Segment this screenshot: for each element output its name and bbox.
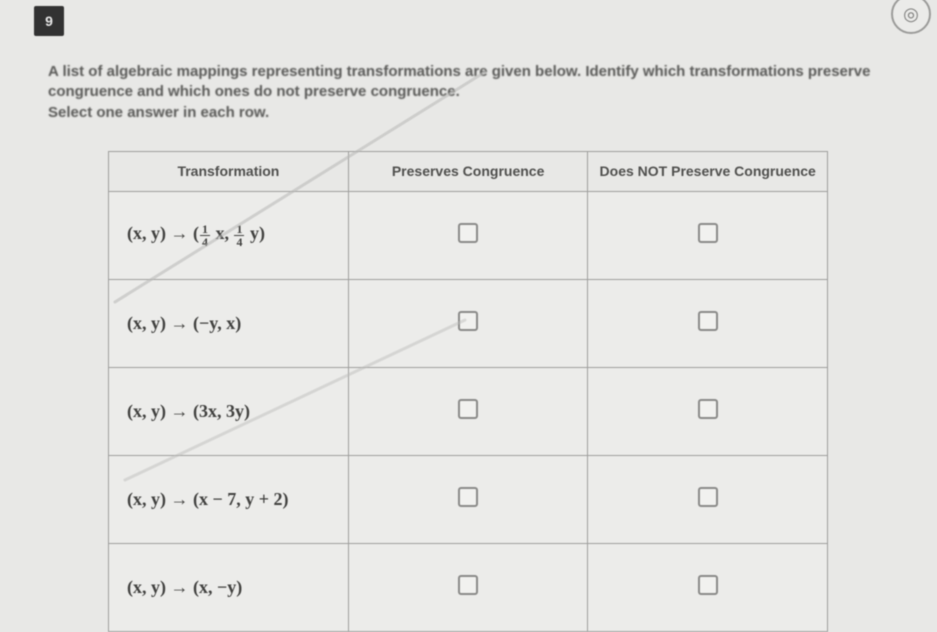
preserves-radio[interactable]: [458, 223, 478, 243]
transformation-mapping: (x, y) → (x, −y): [127, 577, 242, 597]
col-header-transformation: Transformation: [109, 151, 349, 191]
not-preserves-choice-cell: [588, 367, 828, 455]
worksheet-page: 9 ◎ A list of algebraic mappings represe…: [0, 0, 937, 612]
transformation-cell: (x, y) → (14 x, 14 y): [109, 191, 349, 279]
not-preserves-radio[interactable]: [698, 575, 718, 595]
table-row: (x, y) → (−y, x): [109, 279, 828, 367]
preserves-radio[interactable]: [458, 311, 478, 331]
transformation-mapping: (x, y) → (x − 7, y + 2): [127, 489, 289, 509]
preserves-choice-cell: [348, 191, 588, 279]
question-number: 9: [45, 13, 53, 29]
col-header-preserves: Preserves Congruence: [348, 151, 588, 191]
transformation-cell: (x, y) → (3x, 3y): [109, 367, 349, 455]
preserves-choice-cell: [348, 455, 588, 543]
preserves-radio[interactable]: [458, 487, 478, 507]
not-preserves-radio[interactable]: [698, 399, 718, 419]
table-row: (x, y) → (14 x, 14 y): [109, 191, 828, 279]
not-preserves-choice-cell: [588, 279, 828, 367]
transformation-mapping: (x, y) → (14 x, 14 y): [127, 223, 265, 243]
col-header-not-preserves: Does NOT Preserve Congruence: [588, 151, 828, 191]
instructions-line: Select one answer in each row.: [48, 103, 908, 123]
preserves-radio[interactable]: [458, 575, 478, 595]
preserves-choice-cell: [348, 367, 588, 455]
not-preserves-choice-cell: [588, 191, 828, 279]
table-header-row: Transformation Preserves Congruence Does…: [109, 151, 828, 191]
not-preserves-choice-cell: [588, 543, 828, 631]
preserves-choice-cell: [348, 279, 588, 367]
not-preserves-radio[interactable]: [698, 487, 718, 507]
not-preserves-choice-cell: [588, 455, 828, 543]
table-row: (x, y) → (3x, 3y): [109, 367, 828, 455]
transformations-table: Transformation Preserves Congruence Does…: [108, 151, 828, 632]
instructions-line: congruence and which ones do not preserv…: [48, 82, 908, 102]
question-number-box: 9: [34, 6, 64, 36]
preserves-radio[interactable]: [458, 399, 478, 419]
transformation-mapping: (x, y) → (−y, x): [127, 313, 241, 333]
help-icon[interactable]: ◎: [891, 0, 931, 34]
transformation-mapping: (x, y) → (3x, 3y): [127, 401, 250, 421]
transformation-cell: (x, y) → (−y, x): [109, 279, 349, 367]
transformation-cell: (x, y) → (x, −y): [109, 543, 349, 631]
not-preserves-radio[interactable]: [698, 223, 718, 243]
instructions-block: A list of algebraic mappings representin…: [48, 62, 908, 123]
instructions-line: A list of algebraic mappings representin…: [48, 62, 908, 82]
transformations-table-wrap: Transformation Preserves Congruence Does…: [108, 151, 828, 632]
not-preserves-radio[interactable]: [698, 311, 718, 331]
transformation-cell: (x, y) → (x − 7, y + 2): [109, 455, 349, 543]
preserves-choice-cell: [348, 543, 588, 631]
table-row: (x, y) → (x, −y): [109, 543, 828, 631]
table-row: (x, y) → (x − 7, y + 2): [109, 455, 828, 543]
